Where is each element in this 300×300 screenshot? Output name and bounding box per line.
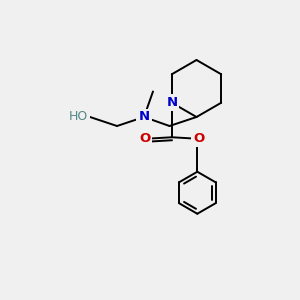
Text: N: N [166, 96, 177, 109]
Text: O: O [193, 132, 204, 145]
Text: N: N [138, 110, 150, 124]
Text: HO: HO [69, 110, 88, 124]
Text: O: O [139, 132, 150, 145]
